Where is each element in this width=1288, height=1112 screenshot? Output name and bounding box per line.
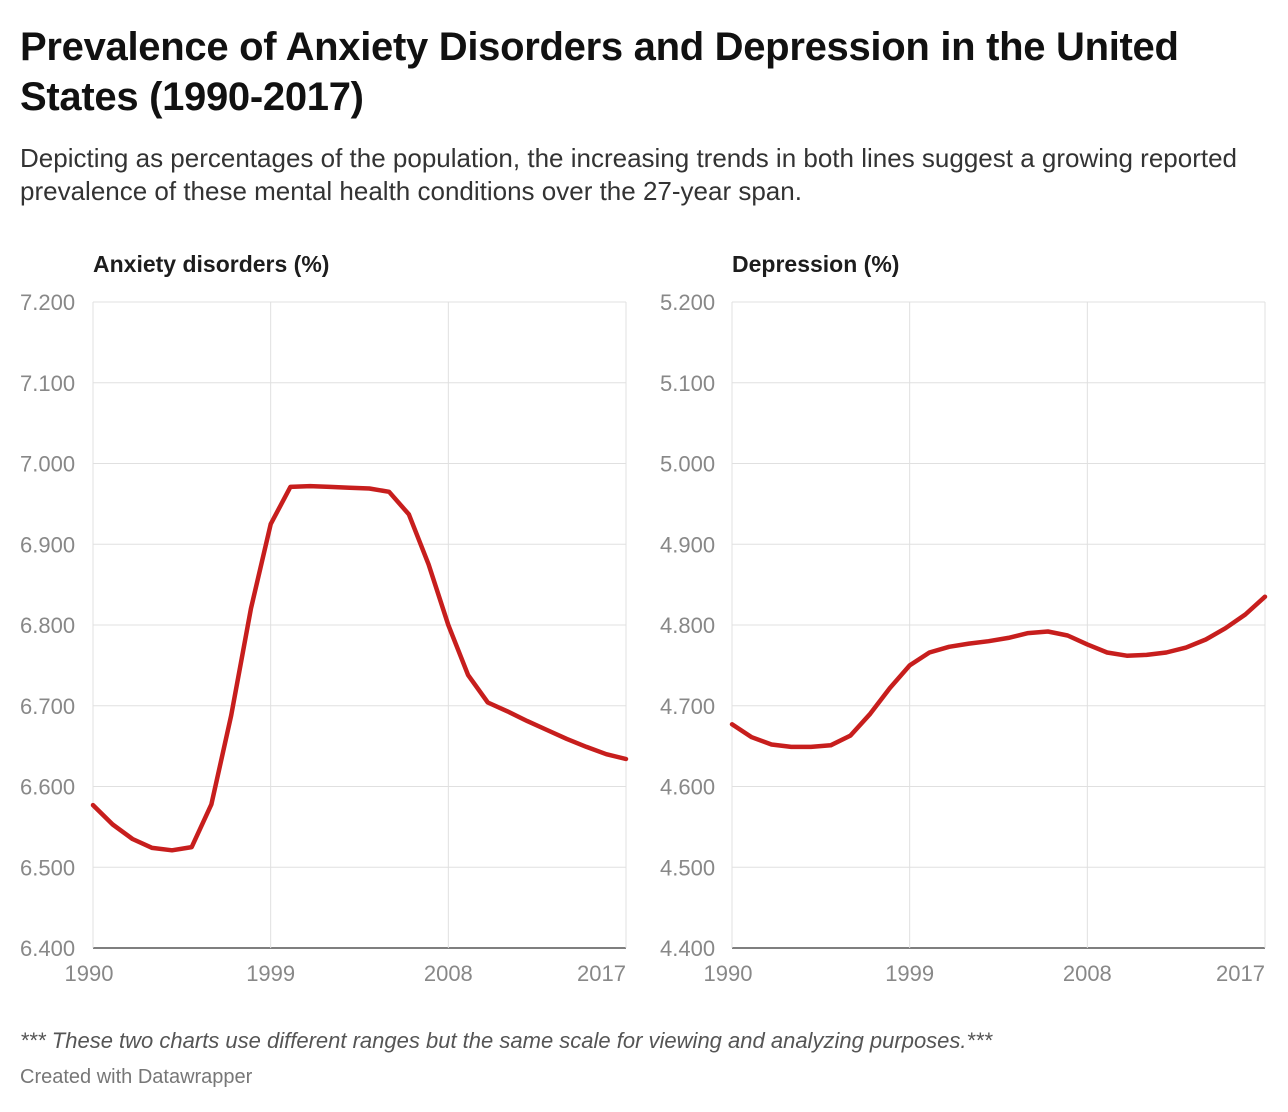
- chart-title: Prevalence of Anxiety Disorders and Depr…: [20, 25, 1179, 119]
- depression-y-tick-label: 5.100: [660, 371, 715, 396]
- anxiety-y-tick-label: 6.400: [20, 936, 75, 961]
- anxiety-x-tick-label: 1999: [246, 961, 295, 986]
- depression-y-tick-label: 4.500: [660, 855, 715, 880]
- anxiety-y-tick-label: 6.700: [20, 694, 75, 719]
- depression-panel-title: Depression (%): [732, 251, 899, 277]
- depression-x-tick-label: 1990: [704, 961, 753, 986]
- anxiety-y-tick-label: 6.900: [20, 532, 75, 557]
- depression-x-tick-label: 1999: [885, 961, 934, 986]
- anxiety-y-tick-label: 7.000: [20, 452, 75, 477]
- anxiety-x-tick-label: 2008: [424, 961, 473, 986]
- depression-y-tick-label: 4.600: [660, 775, 715, 800]
- depression-y-tick-label: 5.000: [660, 452, 715, 477]
- anxiety-y-tick-label: 7.200: [20, 290, 75, 315]
- depression-x-tick-label: 2008: [1063, 961, 1112, 986]
- depression-y-tick-label: 4.900: [660, 532, 715, 557]
- chart-subtitle: Depicting as percentages of the populati…: [20, 143, 1237, 206]
- depression-y-tick-label: 4.400: [660, 936, 715, 961]
- anxiety-y-tick-label: 6.500: [20, 855, 75, 880]
- depression-series-line: [729, 594, 1268, 750]
- datawrapper-credit: Created with Datawrapper: [20, 1066, 253, 1088]
- anxiety-panel-title: Anxiety disorders (%): [93, 251, 329, 277]
- depression-x-tick-label: 2017: [1216, 961, 1265, 986]
- depression-panel: Depression (%) 5.200 5.100 5.000 4.900 4.800 4…: [660, 251, 1268, 986]
- anxiety-y-tick-label: 6.600: [20, 775, 75, 800]
- anxiety-panel: Anxiety disorders (%) 7.200 7.100 7.000 6.90…: [20, 251, 629, 986]
- depression-y-tick-label: 4.700: [660, 694, 715, 719]
- anxiety-y-tick-label: 6.800: [20, 613, 75, 638]
- anxiety-x-tick-label: 2017: [577, 961, 626, 986]
- anxiety-y-tick-label: 7.100: [20, 371, 75, 396]
- chart-notes: *** These two charts use different range…: [20, 1028, 993, 1053]
- depression-y-tick-label: 5.200: [660, 290, 715, 315]
- depression-y-tick-label: 4.800: [660, 613, 715, 638]
- anxiety-series-line: [90, 483, 629, 853]
- anxiety-x-tick-label: 1990: [65, 961, 114, 986]
